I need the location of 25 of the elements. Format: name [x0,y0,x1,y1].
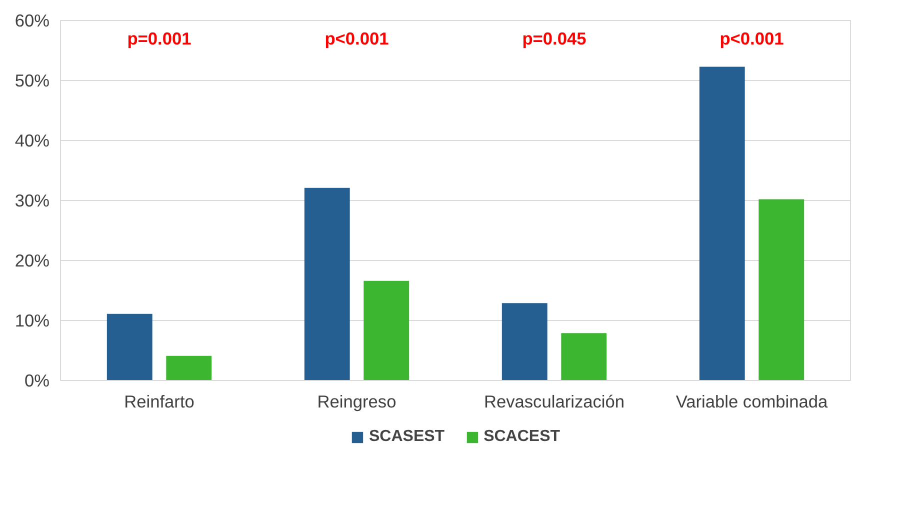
legend-label: SCACEST [484,428,560,446]
y-tick-label: 50% [14,70,50,90]
annotation: p=0.045 [522,28,587,48]
bar [364,280,410,380]
y-tick-label: 60% [14,10,50,30]
x-tick-label: Reinfarto [124,392,194,412]
bar [758,199,804,380]
bar [561,333,607,380]
y-tick-label: 10% [14,310,50,330]
legend-label: SCASEST [368,428,445,446]
bar [699,66,745,380]
bar [304,188,350,380]
x-tick-label: Revascularización [484,392,625,412]
x-tick-label: Variable combinada [676,392,828,412]
y-tick-label: 30% [14,190,50,210]
y-tick-label: 40% [14,130,50,150]
bar [106,314,152,380]
y-tick-label: 20% [14,250,50,270]
x-tick-label: Reingreso [317,392,396,412]
bar [166,356,212,380]
annotation: p=0.001 [127,28,192,48]
annotation: p<0.001 [720,28,784,48]
annotation: p<0.001 [324,28,390,48]
bar [502,303,548,380]
y-tick-label: 0% [24,370,50,390]
